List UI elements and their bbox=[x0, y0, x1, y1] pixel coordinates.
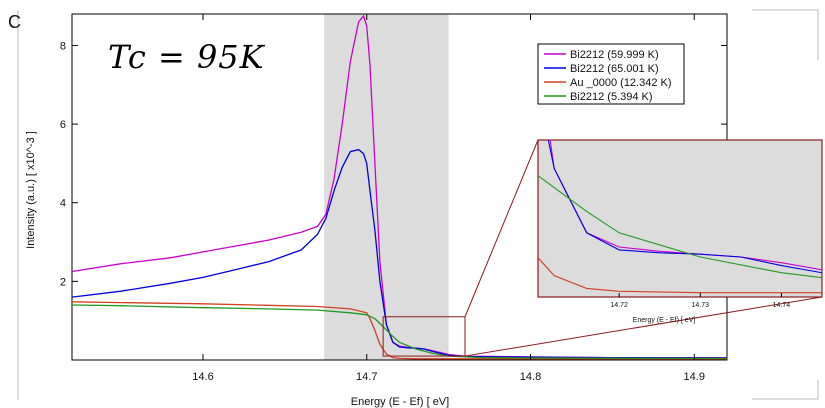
y-tick-label: 6 bbox=[60, 119, 66, 131]
inset-series-line-1 bbox=[549, 140, 822, 271]
panel-label: C bbox=[8, 12, 21, 32]
legend-entry-label: Bi2212 (65.001 K) bbox=[570, 63, 659, 75]
inset-background bbox=[537, 139, 823, 298]
y-tick-label: 4 bbox=[60, 198, 66, 210]
y-axis-label: Intensity (a.u.) [ x10^-3 ] bbox=[25, 131, 37, 249]
inset-series-group bbox=[538, 140, 822, 294]
legend-entry-label: Bi2212 (5.394 K) bbox=[570, 91, 653, 103]
y-tick-label: 2 bbox=[60, 276, 66, 288]
y-tick-label: 8 bbox=[60, 40, 66, 52]
zoom-box bbox=[382, 316, 466, 357]
inset-series-line-3 bbox=[538, 256, 822, 294]
x-axis-label: Energy (E - Ef) [ eV] bbox=[351, 396, 449, 408]
figure-frame bbox=[17, 9, 819, 400]
x-tick-label: 14.6 bbox=[192, 371, 213, 383]
x-tick-label: 14.8 bbox=[520, 371, 541, 383]
legend: Bi2212 (59.999 K) Bi2212 (65.001 K) Au _00… bbox=[537, 43, 685, 105]
inset-x-ticks: 14.72 14.73 14.74 bbox=[610, 293, 790, 309]
inset-x-tick-label: 14.72 bbox=[610, 302, 628, 309]
inset-x-tick-label: 14.74 bbox=[773, 302, 791, 309]
zoom-connector-top bbox=[464, 139, 539, 317]
critical-temperature-annotation: Tc = 95K bbox=[108, 38, 265, 76]
x-tick-label: 14.7 bbox=[356, 371, 377, 383]
inset-x-tick-label: 14.73 bbox=[692, 302, 710, 309]
x-tick-label: 14.9 bbox=[684, 371, 705, 383]
x-axis-ticks: 14.6 14.7 14.8 14.9 bbox=[192, 14, 705, 383]
series-line-2 bbox=[72, 148, 727, 359]
zoom-connector-bottom bbox=[464, 296, 823, 357]
shaded-energy-region bbox=[324, 14, 449, 360]
inset-x-axis-label: Energy (E - Ef) [ eV] bbox=[633, 317, 696, 324]
legend-entry-label: Au _0000 (12.342 K) bbox=[570, 77, 672, 89]
series-line-1 bbox=[72, 14, 727, 359]
inset-series-line-2 bbox=[547, 140, 822, 274]
series-line-3 bbox=[72, 301, 727, 360]
legend-entry-label: Bi2212 (59.999 K) bbox=[570, 49, 659, 61]
